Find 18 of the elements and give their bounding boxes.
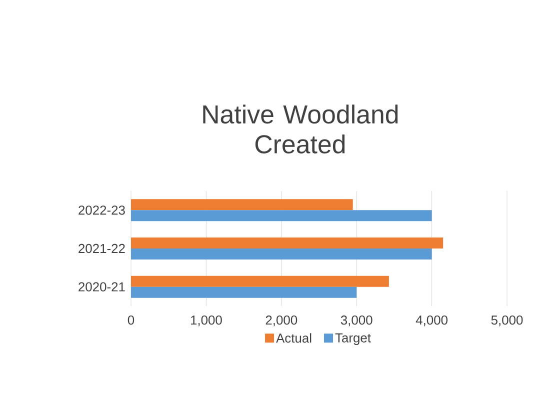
- x-tick-label: 3,000: [340, 316, 372, 326]
- legend-label: Actual: [276, 333, 312, 343]
- y-tick-label: 2020-21: [78, 282, 125, 292]
- x-tick-label: 5,000: [491, 316, 523, 326]
- bar: [131, 248, 432, 260]
- y-tick-label: 2022-23: [78, 206, 125, 215]
- bar: [131, 276, 389, 287]
- x-tick-label: 1,000: [190, 316, 222, 326]
- x-tick-label: 2,000: [266, 316, 298, 326]
- bar: [131, 199, 353, 210]
- chart-title: Native Woodland Created: [203, 104, 398, 154]
- x-tick-label: 4,000: [416, 316, 448, 326]
- legend-label: Target: [335, 333, 371, 346]
- x-tick-label: 0: [128, 316, 134, 325]
- bar: [131, 286, 357, 298]
- bar: [131, 238, 444, 248]
- bar: [131, 210, 432, 222]
- y-tick-label: 2021-22: [78, 244, 125, 254]
